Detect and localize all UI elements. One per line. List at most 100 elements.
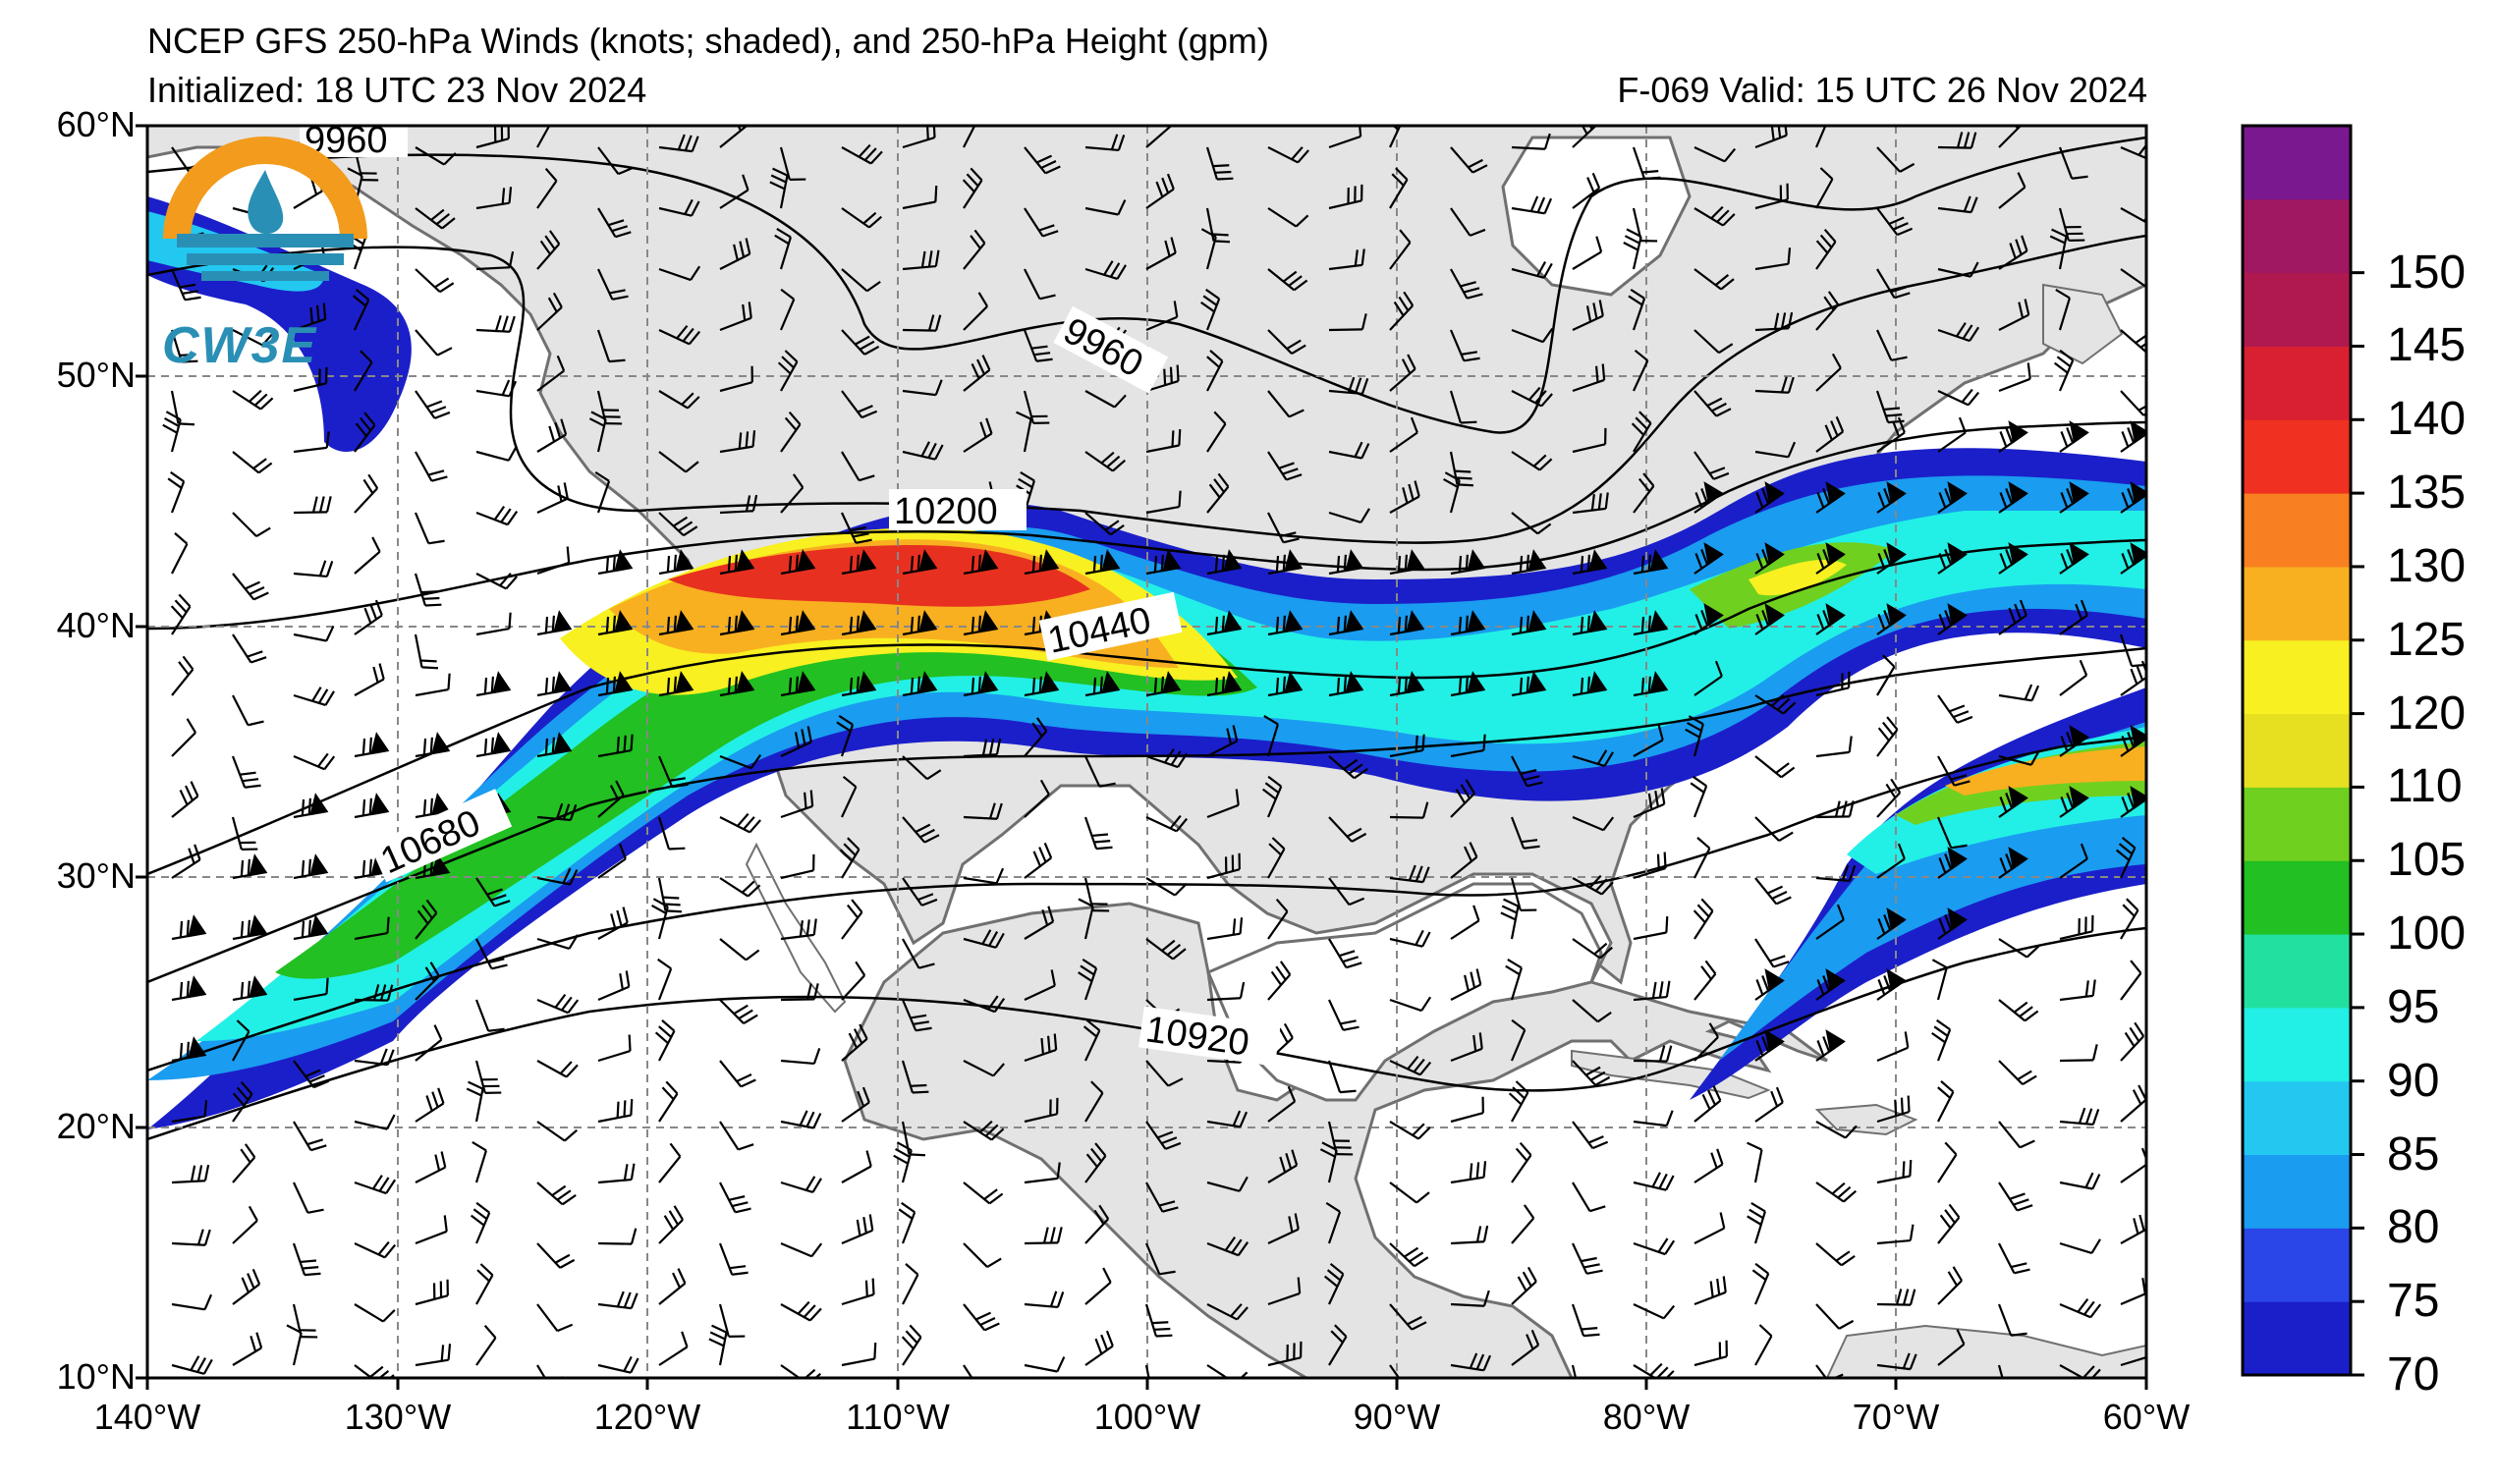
wind-barb bbox=[1876, 207, 1914, 237]
wind-barb bbox=[1328, 508, 1370, 523]
wind-barb bbox=[597, 1098, 634, 1124]
wind-barb bbox=[841, 961, 866, 1001]
wind-barb bbox=[1693, 660, 1723, 696]
wind-barb bbox=[232, 694, 264, 727]
wind-barb bbox=[1205, 146, 1234, 181]
wind-barb bbox=[1511, 755, 1543, 788]
wind-barb bbox=[1937, 195, 1978, 214]
wind-barb bbox=[415, 732, 451, 758]
wind-barb bbox=[1267, 837, 1286, 879]
wind-barb bbox=[354, 412, 376, 453]
wind-barb bbox=[536, 671, 573, 697]
wind-barb bbox=[2120, 660, 2146, 696]
colorbar-segment bbox=[2243, 272, 2351, 347]
wind-barb bbox=[1693, 542, 1724, 575]
wind-barb bbox=[1998, 420, 2028, 453]
wind-barb bbox=[354, 599, 383, 635]
contour-labels: 9960 9960 10200 10440 10680 10920 bbox=[300, 118, 1281, 1067]
wind-barb bbox=[1633, 1237, 1676, 1256]
wind-barb bbox=[597, 1034, 632, 1063]
wind-barb bbox=[171, 532, 189, 575]
wind-barb bbox=[293, 626, 335, 642]
wind-barb bbox=[1323, 1262, 1345, 1305]
wind-barb bbox=[963, 1060, 1005, 1077]
wind-barb bbox=[1815, 353, 1842, 392]
wind-barb bbox=[658, 451, 699, 473]
wind-barb bbox=[1693, 390, 1732, 417]
wind-barb bbox=[415, 962, 440, 1001]
wind-barb bbox=[232, 512, 271, 537]
colorbar-tick-label: 90 bbox=[2387, 1054, 2440, 1107]
wind-barb bbox=[2053, 349, 2075, 392]
wind-barb bbox=[658, 134, 699, 153]
wind-barb bbox=[1754, 877, 1792, 906]
colorbar-tick-label: 125 bbox=[2387, 613, 2467, 666]
wind-barb bbox=[1572, 172, 1601, 209]
wind-barb bbox=[415, 899, 438, 940]
wind-barb bbox=[1572, 1242, 1603, 1275]
wind-barb bbox=[1450, 268, 1483, 300]
lon-label-140w: 140°W bbox=[93, 1397, 201, 1437]
wind-barb bbox=[719, 494, 758, 515]
wind-barb bbox=[475, 671, 512, 697]
wind-barb bbox=[1998, 362, 2031, 393]
lon-label-120w: 120°W bbox=[593, 1397, 701, 1437]
wind-barb bbox=[1083, 816, 1113, 851]
wind-barb bbox=[1937, 907, 1968, 940]
wind-barb bbox=[1693, 1212, 1726, 1244]
wind-barb bbox=[1389, 996, 1432, 1013]
wind-barb bbox=[1754, 816, 1794, 842]
cw3e-logo bbox=[163, 137, 367, 281]
wind-barb bbox=[1200, 228, 1217, 270]
wind-barb bbox=[536, 167, 558, 209]
colorbar-segment bbox=[2243, 566, 2351, 641]
wind-barb bbox=[780, 610, 816, 636]
colorbar-tick-label: 140 bbox=[2387, 393, 2467, 446]
wind-barb bbox=[1084, 199, 1127, 216]
wind-barb bbox=[1572, 492, 1609, 515]
wind-barb bbox=[1633, 915, 1669, 941]
wind-barb bbox=[171, 1100, 208, 1124]
wind-barb bbox=[354, 916, 390, 941]
wind-barb bbox=[536, 546, 571, 576]
wind-barb bbox=[536, 1242, 576, 1269]
wind-barb bbox=[841, 1214, 874, 1245]
wind-barb bbox=[1754, 441, 1797, 459]
wind-barb bbox=[293, 1182, 324, 1214]
wind-barb bbox=[1633, 549, 1669, 576]
wind-barb bbox=[536, 867, 579, 886]
wind-barb bbox=[779, 288, 796, 331]
wind-barb bbox=[1145, 301, 1179, 332]
wind-barb bbox=[1200, 288, 1221, 331]
wind-barb bbox=[1931, 959, 1948, 1001]
wind-barb bbox=[1815, 968, 1846, 1001]
wind-barb bbox=[1144, 1242, 1176, 1276]
wind-barb bbox=[1876, 416, 1906, 453]
wind-barb bbox=[1024, 842, 1053, 879]
wind-barb bbox=[170, 268, 201, 302]
wind-barb bbox=[415, 207, 456, 230]
wind-barb bbox=[536, 1364, 564, 1378]
wind-barb bbox=[841, 512, 872, 544]
wind-barb bbox=[841, 329, 880, 356]
wind-barb bbox=[1327, 1060, 1357, 1094]
wind-barb bbox=[1206, 789, 1240, 819]
wind-barb bbox=[780, 549, 816, 576]
wind-barb bbox=[963, 802, 1003, 820]
wind-barb bbox=[1754, 1086, 1784, 1123]
wind-barb bbox=[597, 907, 629, 940]
wind-barb bbox=[475, 877, 511, 907]
wind-barb bbox=[232, 389, 274, 411]
wind-barb bbox=[780, 1241, 823, 1258]
wind-barb bbox=[1450, 779, 1475, 818]
wind-barb bbox=[1145, 549, 1182, 576]
wind-barb bbox=[1693, 1276, 1727, 1306]
wind-barb bbox=[1145, 126, 1173, 148]
wind-barb bbox=[1328, 755, 1368, 780]
wind-barb bbox=[1024, 268, 1056, 301]
wind-barb bbox=[171, 781, 199, 818]
wind-barb bbox=[232, 1332, 263, 1366]
wind-barb bbox=[475, 1324, 497, 1366]
wind-barb bbox=[536, 418, 568, 453]
wind-barb bbox=[1389, 354, 1416, 392]
